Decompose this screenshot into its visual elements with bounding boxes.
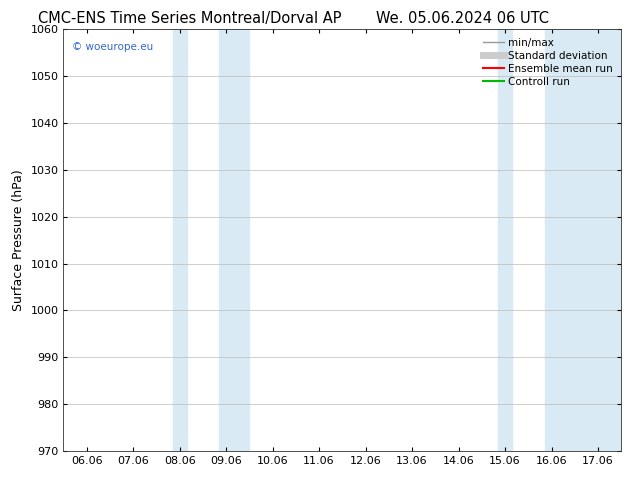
- Text: © woeurope.eu: © woeurope.eu: [72, 42, 153, 52]
- Text: We. 05.06.2024 06 UTC: We. 05.06.2024 06 UTC: [377, 11, 549, 26]
- Bar: [219, 29, 249, 451]
- Legend: min/max, Standard deviation, Ensemble mean run, Controll run: min/max, Standard deviation, Ensemble me…: [480, 35, 616, 90]
- Bar: [498, 29, 512, 451]
- Text: CMC-ENS Time Series Montreal/Dorval AP: CMC-ENS Time Series Montreal/Dorval AP: [39, 11, 342, 26]
- Bar: [545, 29, 621, 451]
- Y-axis label: Surface Pressure (hPa): Surface Pressure (hPa): [12, 169, 25, 311]
- Bar: [172, 29, 186, 451]
